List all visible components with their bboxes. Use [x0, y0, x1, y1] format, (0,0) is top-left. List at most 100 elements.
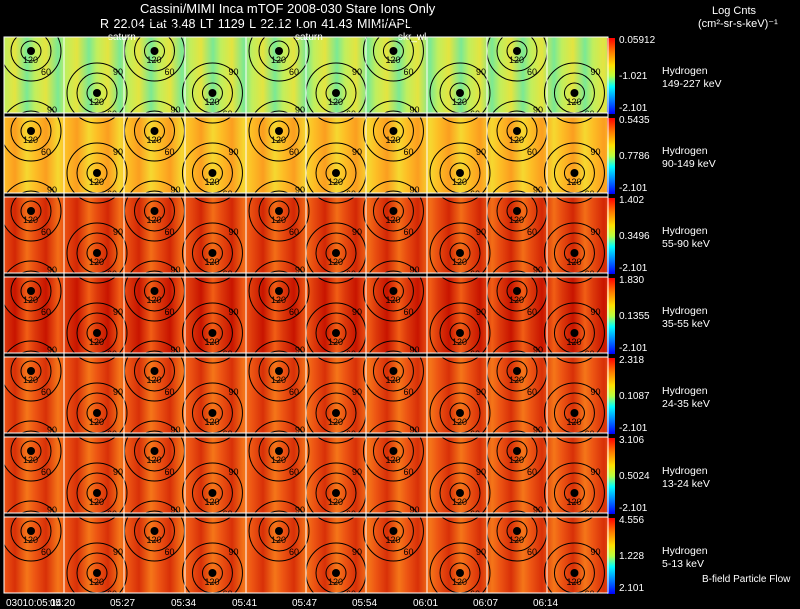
- contour-line: [449, 82, 471, 104]
- contour-line: [362, 340, 424, 402]
- center-point: [570, 249, 579, 257]
- species-label: Hydrogen: [662, 385, 708, 397]
- contour-label: 60: [41, 467, 51, 477]
- contour-line: [0, 340, 62, 402]
- contour-line: [372, 430, 414, 472]
- contour-line: [506, 520, 528, 542]
- contour-label: 60: [470, 269, 480, 279]
- contour-line: [144, 200, 165, 222]
- contour-line: [0, 100, 62, 162]
- center-point: [275, 527, 283, 535]
- contour-label: 60: [470, 509, 480, 519]
- center-point: [332, 89, 340, 97]
- contour-label: 90: [171, 265, 181, 275]
- energy-range-label: 55-90 keV: [662, 238, 710, 250]
- event-marker-label: saturn: [295, 32, 323, 43]
- contour-label: 120: [271, 535, 286, 545]
- colorbar: [607, 198, 615, 274]
- contour-label: 90: [295, 505, 305, 515]
- contour-line: [10, 430, 52, 472]
- contour-label: 60: [584, 429, 594, 439]
- contour-line: [248, 500, 310, 562]
- contour-line: [543, 142, 605, 204]
- contour-label: 60: [165, 147, 175, 157]
- colorbar-min-label: -2.101: [619, 183, 648, 194]
- contour-label: 120: [328, 257, 343, 267]
- contour-line: [181, 302, 243, 364]
- contour-line: [201, 82, 223, 104]
- contour-label: 60: [527, 387, 537, 397]
- contour-label: 60: [584, 109, 594, 119]
- contour-line: [496, 430, 538, 472]
- contour-line: [268, 360, 290, 382]
- contour-label: 60: [107, 109, 117, 119]
- colorbar: [607, 438, 615, 514]
- contour-line: [66, 542, 128, 604]
- contour-label: 90: [47, 425, 57, 435]
- center-point: [456, 329, 464, 337]
- colorbar: [607, 38, 615, 114]
- contour-line: [506, 280, 528, 302]
- contour-label: 60: [470, 109, 480, 119]
- contour-label: 120: [147, 375, 162, 385]
- species-label: Hydrogen: [662, 305, 708, 317]
- contour-label: 120: [385, 215, 400, 225]
- contour-label: 90: [113, 307, 123, 317]
- contour-label: 120: [328, 417, 343, 427]
- contour-line: [382, 280, 404, 302]
- contour-line: [496, 110, 538, 152]
- contour-line: [248, 340, 310, 402]
- colorbar: [607, 118, 615, 194]
- contour-line: [543, 302, 605, 364]
- contour-label: 90: [295, 425, 305, 435]
- contour-label: 120: [566, 177, 581, 187]
- contour-label: 60: [107, 269, 117, 279]
- contour-line: [134, 110, 175, 152]
- contour-label: 90: [533, 265, 543, 275]
- energy-channel-label: Hydrogen 24-35 keV: [662, 385, 710, 411]
- energy-channel-label: Hydrogen 5-13 keV: [662, 545, 708, 571]
- contour-label: 90: [171, 425, 181, 435]
- contour-label: 60: [470, 349, 480, 359]
- contour-label: 90: [590, 67, 600, 77]
- contour-line: [372, 270, 414, 312]
- colorbar-mid-label: 0.3496: [619, 231, 650, 242]
- contour-line: [20, 120, 42, 142]
- contour-line: [134, 430, 175, 472]
- contour-label: 90: [352, 227, 362, 237]
- contour-line: [362, 420, 424, 482]
- contour-line: [429, 542, 491, 604]
- contour-line: [362, 20, 424, 82]
- contour-label: 90: [476, 147, 486, 157]
- contour-line: [201, 402, 223, 424]
- contour-line: [543, 542, 605, 604]
- contour-label: 120: [89, 97, 104, 107]
- center-point: [150, 127, 159, 135]
- contour-line: [258, 350, 300, 392]
- contour-line: [449, 482, 471, 504]
- contour-label: 60: [527, 227, 537, 237]
- contour-line: [86, 242, 108, 264]
- contour-line: [144, 40, 165, 62]
- center-point: [27, 287, 35, 295]
- contour-label: 120: [385, 535, 400, 545]
- energy-range-label: 24-35 keV: [662, 398, 710, 410]
- center-point: [513, 47, 521, 55]
- contour-line: [258, 510, 300, 552]
- contour-line: [268, 280, 290, 302]
- colorbar-mid-label: 0.1087: [619, 391, 650, 402]
- contour-label: 120: [509, 535, 524, 545]
- contour-label: 90: [295, 25, 305, 35]
- contour-line: [20, 200, 42, 222]
- contour-line: [496, 190, 538, 232]
- contour-label: 90: [476, 467, 486, 477]
- contour-line: [449, 242, 471, 264]
- contour-line: [66, 62, 128, 124]
- contour-label: 60: [289, 307, 299, 317]
- contour-line: [372, 110, 414, 152]
- colorbar-max-label: 4.556: [619, 515, 645, 526]
- contour-label: 60: [470, 429, 480, 439]
- contour-label: 120: [328, 497, 343, 507]
- contour-line: [382, 40, 404, 62]
- contour-line: [181, 382, 243, 444]
